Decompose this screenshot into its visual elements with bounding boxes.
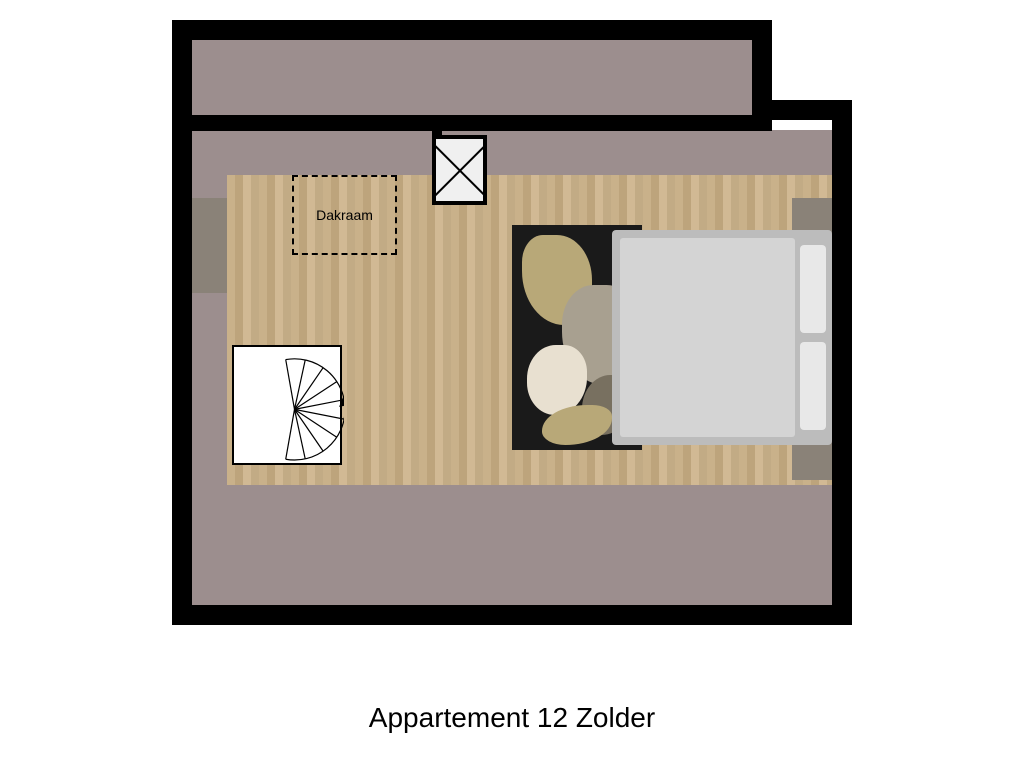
mattress: [620, 238, 795, 437]
floorplan-title: Appartement 12 Zolder: [0, 702, 1024, 734]
wall-6: [172, 115, 772, 131]
wall-4: [832, 100, 852, 605]
wall-5: [172, 605, 852, 625]
wall-0: [172, 20, 772, 40]
eave-2: [192, 485, 832, 605]
eave-1: [192, 130, 832, 175]
skylight-window: [432, 135, 487, 205]
floorplan-container: Dakraam: [172, 20, 852, 625]
bed: [612, 230, 832, 445]
spiral-stairs: [232, 345, 342, 465]
wall-1: [172, 20, 192, 625]
dakraam-skylight-outline: Dakraam: [292, 175, 397, 255]
eave-0: [192, 40, 752, 115]
pillow-0: [800, 245, 826, 333]
doormat-0: [192, 198, 227, 293]
pillow-1: [800, 342, 826, 430]
